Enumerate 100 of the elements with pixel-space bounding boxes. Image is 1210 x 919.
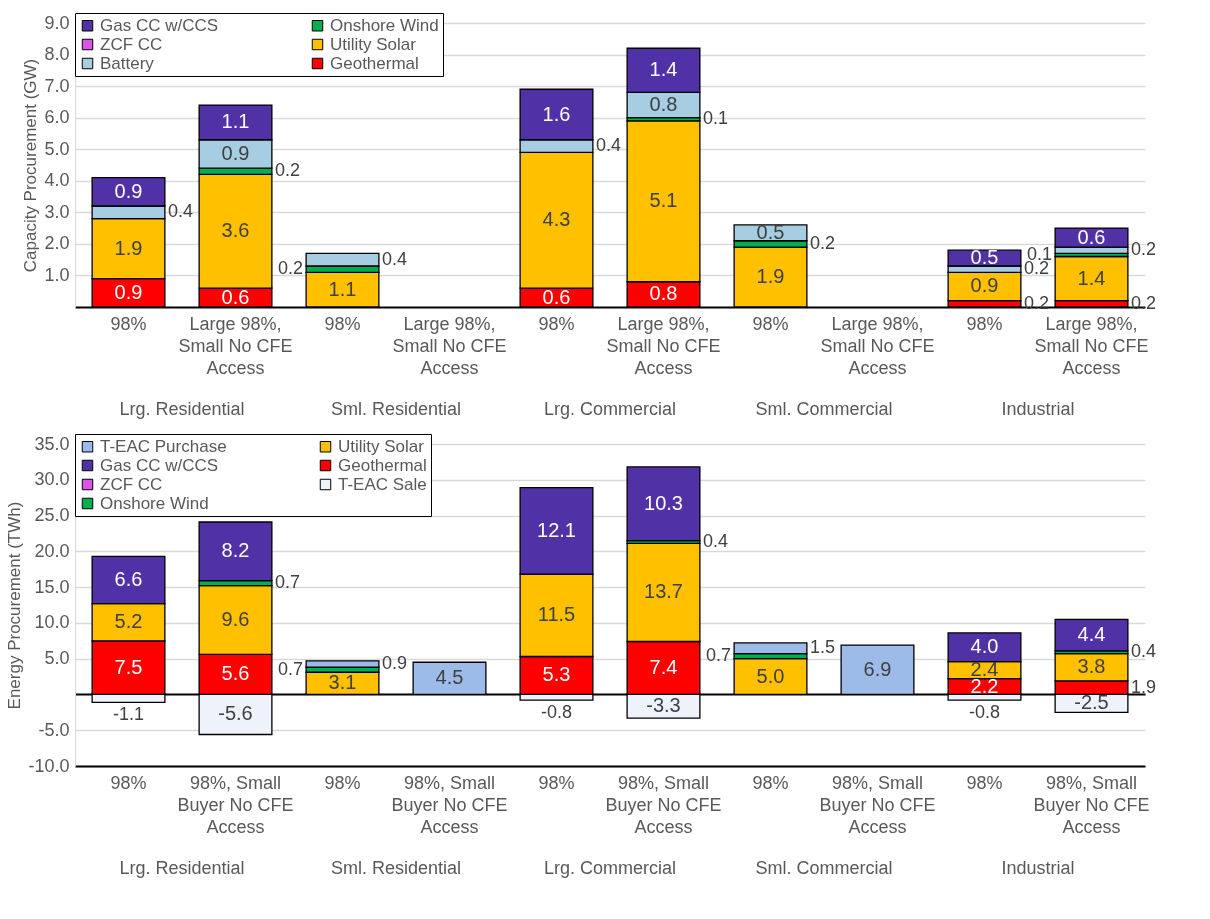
data-label: 1.1 (221, 110, 250, 133)
y-tick-label: 1.0 (44, 264, 70, 285)
x-tick-label: 98% (110, 313, 147, 334)
x-tick-label: Large 98%, Small No CFE Access (606, 313, 721, 378)
x-tick-label: 98% (752, 313, 789, 334)
data-label: 5.1 (649, 189, 678, 212)
data-label: -0.8 (540, 702, 573, 723)
x-tick-label: Large 98%, Small No CFE Access (1034, 313, 1149, 378)
data-label: 0.2 (809, 232, 835, 253)
x-tick-label: 98%, Small Buyer No CFE Access (819, 772, 936, 837)
data-label: 1.9 (1130, 676, 1156, 697)
x-tick-label: 98% (324, 772, 361, 793)
legend-label: Utility Solar (330, 34, 417, 54)
data-label: 0.1 (702, 108, 728, 129)
y-tick-label: 20.0 (34, 540, 70, 561)
data-label: 1.5 (809, 637, 835, 658)
data-label: 11.5 (537, 603, 576, 626)
data-label: -2.5 (1074, 691, 1109, 714)
data-label: 5.3 (542, 663, 571, 686)
data-label: -5.6 (218, 702, 253, 725)
data-label: 1.9 (114, 236, 143, 259)
data-label: -3.3 (646, 694, 681, 717)
data-label: 7.5 (114, 655, 143, 678)
data-label: 0.2 (278, 258, 304, 279)
text: Sml. Commercial (755, 399, 893, 419)
x-tick-label: 98%, Small Buyer No CFE Access (1033, 772, 1150, 837)
data-label: 3.6 (221, 219, 250, 242)
legend-label: ZCF CC (100, 474, 163, 494)
x-tick-label: Large 98%, Small No CFE Access (820, 313, 935, 378)
y-tick-label: 7.0 (44, 75, 70, 96)
data-label: 6.9 (863, 657, 892, 680)
y-tick-label: -10.0 (28, 755, 70, 776)
data-label: 0.7 (274, 572, 300, 593)
data-label: 1.4 (649, 58, 678, 81)
legend-label: Battery (100, 53, 155, 73)
data-label: 5.6 (221, 662, 250, 685)
data-label: 4.4 (1077, 623, 1106, 646)
data-label: 0.4 (381, 248, 407, 269)
bar (733, 642, 808, 655)
data-label: 4.5 (435, 666, 464, 689)
text: Lrg. Residential (119, 858, 245, 878)
data-label: 1.4 (1077, 266, 1106, 289)
data-label: 0.8 (649, 282, 678, 305)
data-label: 6.6 (114, 567, 143, 590)
data-label: 13.7 (644, 580, 683, 603)
y-axis-title: Capacity Procurement (GW) (21, 58, 41, 273)
x-tick-label: 98% (110, 772, 147, 793)
legend-label: Utility Solar (338, 436, 425, 456)
bar (1054, 618, 1129, 652)
y-tick-label: 30.0 (34, 469, 70, 490)
data-label: 4.3 (542, 208, 571, 231)
data-label: 5.2 (114, 610, 143, 633)
data-label: 0.9 (221, 141, 250, 164)
data-label: 12.1 (537, 518, 576, 541)
data-label: 10.3 (644, 491, 683, 514)
x-tick-label: 98%, Small Buyer No CFE Access (391, 772, 508, 837)
y-tick-label: 15.0 (34, 576, 70, 597)
data-label: 1.1 (328, 277, 357, 300)
legend-label: Onshore Wind (330, 15, 439, 35)
data-label: 0.4 (167, 201, 193, 222)
text: Lrg. Commercial (543, 399, 677, 419)
data-label: 1.6 (542, 102, 571, 125)
legend-label: Gas CC w/CCS (100, 15, 219, 35)
y-tick-label: 4.0 (44, 170, 70, 191)
x-tick-label: 98% (752, 772, 789, 793)
text: Lrg. Residential (119, 399, 245, 419)
y-tick-label: 10.0 (34, 612, 70, 633)
data-label: -1.1 (112, 704, 145, 725)
x-tick-label: 98% (324, 313, 361, 334)
x-tick-label: 98% (966, 313, 1003, 334)
data-label: 0.8 (649, 93, 678, 116)
data-label: 0.7 (706, 645, 732, 666)
bar (198, 521, 273, 582)
x-tick-label: Large 98%, Small No CFE Access (178, 313, 293, 378)
legend-label: T-EAC Purchase (100, 436, 227, 456)
data-label: 0.2 (1130, 239, 1156, 260)
y-tick-label: 8.0 (44, 44, 70, 65)
data-label: 0.5 (970, 246, 999, 269)
data-label: 0.6 (221, 285, 250, 308)
data-label: 8.2 (221, 539, 250, 562)
text: Sml. Residential (330, 858, 462, 878)
y-tick-label: 25.0 (34, 505, 70, 526)
data-label: 0.2 (274, 160, 300, 181)
y-tick-label: 2.0 (44, 233, 70, 254)
legend-label: ZCF CC (100, 34, 163, 54)
y-tick-label: 35.0 (34, 433, 70, 454)
text: Sml. Commercial (755, 858, 893, 878)
x-tick-label: 98% (538, 313, 575, 334)
y-tick-label: 5.0 (44, 648, 70, 669)
data-label: 9.6 (221, 608, 250, 631)
legend-label: T-EAC Sale (338, 474, 427, 494)
bar (626, 466, 701, 542)
text: Sml. Residential (330, 399, 462, 419)
data-label: 3.1 (328, 671, 357, 694)
data-label: 0.9 (114, 179, 143, 202)
text: Lrg. Commercial (543, 858, 677, 878)
data-label: 0.9 (114, 280, 143, 303)
data-label: 0.6 (1077, 225, 1106, 248)
x-tick-label: 98%, Small Buyer No CFE Access (177, 772, 294, 837)
data-label: 5.0 (756, 664, 785, 687)
